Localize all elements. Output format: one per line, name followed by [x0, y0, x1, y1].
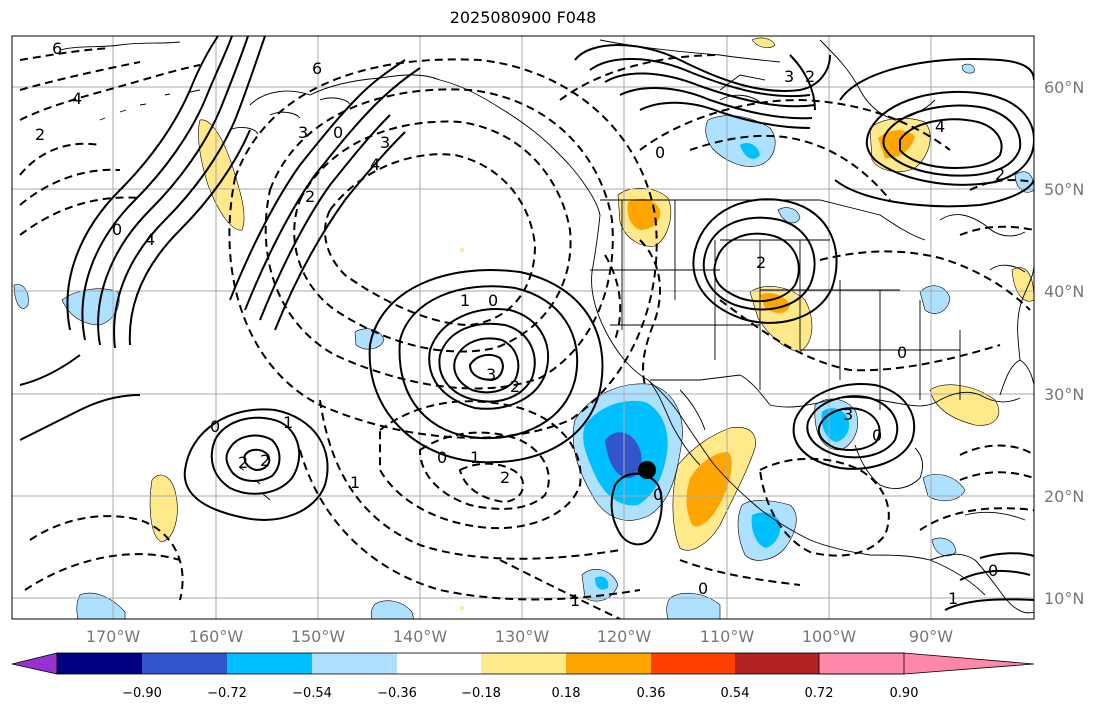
colorbar-tick-label: −0.18 [461, 686, 501, 701]
positive-anomaly-region [149, 474, 178, 543]
colorbar-tick-label: −0.72 [207, 686, 247, 701]
contour-label: 2 [238, 453, 248, 472]
contour-label: 0 [653, 485, 663, 504]
contours-positive [19, 36, 1034, 611]
negative-anomaly-core [605, 432, 642, 478]
contour-label: 3 [784, 67, 794, 86]
contour-label: 1 [350, 473, 360, 492]
contour-label: 4 [370, 155, 380, 174]
contour-label: 3 [380, 133, 390, 152]
contour-label: 2 [35, 125, 45, 144]
colorbar-tick-label: 0.54 [721, 686, 750, 701]
lon-label: 90°W [909, 627, 953, 646]
contour-label: 0 [210, 417, 220, 436]
contour-label: 0 [655, 143, 665, 162]
contour-label: 4 [72, 89, 82, 108]
positive-anomaly-region [198, 119, 245, 231]
colorbar-tick-label: −0.36 [377, 686, 417, 701]
contour-label: 1 [283, 413, 293, 432]
contour-label: 2 [805, 67, 815, 86]
storm-center-marker [638, 461, 656, 479]
positive-anomaly-core [686, 452, 732, 527]
contour-label: 6 [312, 59, 322, 78]
contour-label: 6 [52, 39, 62, 58]
colorbar-segment [481, 653, 566, 674]
contour-label: 0 [897, 343, 907, 362]
contour-label: 2 [305, 187, 315, 206]
contour-label: 0 [488, 291, 498, 310]
lon-label: 140°W [393, 627, 448, 646]
contour-label: 0 [988, 561, 998, 580]
graticule [12, 36, 1034, 619]
contour-label: 2 [756, 253, 766, 272]
anomaly-shading [13, 37, 1034, 619]
contour-label: 2 [510, 377, 520, 396]
lat-label: 60°N [1044, 78, 1084, 97]
lat-label: 10°N [1044, 589, 1084, 608]
contour-label: 3 [843, 405, 853, 424]
colorbar-extend-max [818, 652, 1035, 675]
colorbar-segment [651, 653, 735, 674]
latitude-labels: 60°N 50°N 40°N 30°N 20°N 10°N [1044, 78, 1084, 608]
lon-label: 170°W [86, 627, 141, 646]
lon-label: 150°W [291, 627, 346, 646]
colorbar-segment [57, 653, 142, 674]
lon-label: 110°W [700, 627, 755, 646]
contour-label: 2 [260, 451, 270, 470]
negative-anomaly-region [61, 288, 120, 326]
contour-label: 1 [460, 291, 470, 310]
colorbar-segment [142, 653, 227, 674]
colorbar-outline [56, 652, 905, 675]
colorbar-tick-label: −0.54 [292, 686, 332, 701]
contour-label: 2 [500, 468, 510, 487]
colorbar-tick-label: −0.90 [122, 686, 162, 701]
contour-label: 1 [948, 589, 958, 608]
map-title: 2025080900 F048 [449, 8, 597, 27]
lon-label: 130°W [495, 627, 550, 646]
contour-label: 4 [145, 230, 155, 249]
contour-label: 0 [112, 220, 122, 239]
contour-label: 4 [935, 117, 945, 136]
colorbar: −0.90 −0.72 −0.54 −0.36 −0.18 0.18 0.36 … [11, 652, 1035, 701]
lat-label: 20°N [1044, 487, 1084, 506]
colorbar-extend-min [11, 652, 58, 675]
colorbar-segment [566, 653, 651, 674]
lat-label: 40°N [1044, 282, 1084, 301]
colorbar-segment [227, 653, 312, 674]
contour-label: 0 [437, 448, 447, 467]
colorbar-tick-label: 0.36 [637, 686, 666, 701]
contour-labels: 6 4 2 4 6 3 0 4 3 2 0 4 3 2 0 1 0 3 2 0 … [35, 39, 1005, 610]
contour-label: 3 [298, 123, 308, 142]
colorbar-segment [312, 653, 397, 674]
lon-label: 100°W [802, 627, 857, 646]
map-frame [11, 35, 1035, 620]
lat-label: 30°N [1044, 385, 1084, 404]
colorbar-tick-label: 0.90 [890, 686, 919, 701]
colorbar-segment [397, 653, 481, 674]
colorbar-tick-label: 0.18 [552, 686, 581, 701]
contour-label: 3 [486, 365, 496, 384]
contour-label: 0 [333, 123, 343, 142]
contour-label: 1 [570, 591, 580, 610]
lon-label: 160°W [189, 627, 244, 646]
contour-label: 0 [698, 579, 708, 598]
colorbar-segment [735, 653, 819, 674]
colorbar-tick-label: 0.72 [805, 686, 834, 701]
lat-label: 50°N [1044, 180, 1084, 199]
contour-label: 0 [872, 426, 882, 445]
positive-anomaly-region [929, 384, 1000, 426]
lon-label: 120°W [597, 627, 652, 646]
longitude-labels: 170°W 160°W 150°W 140°W 130°W 120°W 110°… [86, 627, 953, 646]
contour-label: 2 [995, 165, 1005, 184]
contour-label: 1 [470, 448, 480, 467]
